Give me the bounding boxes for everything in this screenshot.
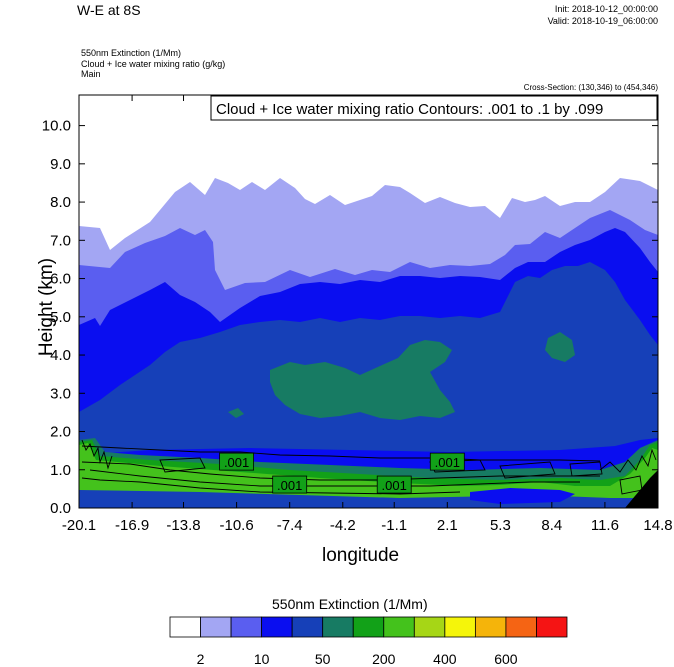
contour-label-text: .001	[224, 455, 249, 470]
colorbar-title: 550nm Extinction (1/Mm)	[272, 596, 428, 612]
x-tick-label: -16.9	[115, 517, 149, 534]
contour-label-box	[376, 475, 412, 494]
colorbar-swatch	[291, 616, 324, 638]
contour-line-east	[599, 448, 657, 473]
x-tick-label: -10.6	[220, 517, 254, 534]
contour-legend-text: Cloud + Ice water mixing ratio Contours:…	[216, 101, 603, 118]
plot-title: W-E at 8S	[77, 2, 141, 18]
x-tick-label: -20.1	[62, 517, 96, 534]
contour-label-layer: .001 .001 .001 .001	[219, 452, 465, 494]
surface-bright-blue	[470, 488, 575, 504]
y-tick-label: 10.0	[42, 118, 71, 135]
y-tick-label: 0.0	[50, 500, 71, 517]
extinction-field: .001 .001 .001 .001	[79, 95, 658, 508]
y-tick-label: 3.0	[50, 385, 71, 402]
valid-time: Valid: 2018-10-19_06:00:00	[547, 16, 658, 26]
contour-label: .001	[429, 452, 465, 471]
y-tick-label: 5.0	[50, 309, 71, 326]
contour-legend-box	[210, 95, 658, 121]
colorbar-swatch	[505, 616, 537, 638]
y-axis: 0.0 1.0 2.0 3.0 4.0 5.0 6.0 7.0 8.0 9.0 10.0	[42, 118, 658, 517]
y-tick-label: 9.0	[50, 156, 71, 173]
colorbar-tick-label: 200	[372, 651, 396, 667]
colorbar-swatch	[230, 616, 263, 638]
contour-label: .001	[272, 475, 308, 494]
cross-section-label: Cross-Section: (130,346) to (454,346)	[523, 83, 658, 92]
colorbar-tick-label: 400	[433, 651, 457, 667]
contour-label-box	[272, 475, 308, 494]
contour-label-box	[429, 452, 465, 471]
contour-cell-4	[569, 461, 603, 477]
field-line-3: Main	[81, 69, 101, 79]
y-tick-label: 8.0	[50, 194, 71, 211]
contour-line-lower	[89, 469, 580, 487]
y-tick-label: 6.0	[50, 271, 71, 288]
y-tick-label: 2.0	[50, 424, 71, 441]
colorbar-swatch	[261, 616, 293, 638]
contour-line-upper	[81, 445, 601, 462]
y-tick-label: 1.0	[50, 462, 71, 479]
contour-label-text: .001	[435, 455, 460, 470]
field-line-2: Cloud + Ice water mixing ratio (g/kg)	[81, 58, 226, 69]
colorbar-tick-label: 600	[494, 651, 518, 667]
plot-frame	[78, 94, 659, 509]
x-tick-label: 2.1	[437, 517, 458, 534]
x-axis-label: longitude	[322, 545, 400, 566]
colorbar: 2 10 50 200 400 600	[169, 616, 568, 667]
time-info: Init: 2018-10-12_00:00:00 Valid: 2018-10…	[548, 3, 658, 27]
colorbar-tick-label: 2	[197, 651, 205, 667]
field-line-1: 550nm Extinction (1/Mm)	[81, 48, 182, 58]
x-tick-label: 14.8	[643, 517, 672, 534]
colorbar-swatch	[352, 616, 385, 638]
init-time: Init: 2018-10-12_00:00:00	[554, 4, 658, 14]
colorbar-swatch	[413, 616, 446, 638]
y-tick-label: 4.0	[50, 347, 71, 364]
x-tick-label: -1.1	[381, 517, 407, 534]
contour-cell-1	[159, 457, 206, 473]
contour-label-text: .001	[382, 478, 407, 493]
contour-line-middle	[81, 461, 600, 481]
teal-patch-2	[545, 332, 575, 362]
contour-line-base	[81, 477, 461, 495]
contour-line-west	[81, 439, 113, 470]
contour-cell-3	[499, 461, 556, 479]
contour-label: .001	[376, 475, 412, 494]
colorbar-tick-label: 10	[254, 651, 270, 667]
teal-patch-1	[270, 340, 455, 420]
x-tick-label: 5.3	[490, 517, 511, 534]
x-tick-label: -4.2	[330, 517, 356, 534]
colorbar-swatch	[383, 616, 415, 638]
contour-cell-5	[619, 475, 643, 495]
colorbar-tick-label: 50	[315, 651, 331, 667]
colorbar-swatch	[200, 616, 232, 638]
colorbar-swatch	[444, 616, 476, 638]
colorbar-swatch	[169, 616, 201, 638]
colorbar-swatch	[536, 616, 568, 638]
mixing-ratio-contours	[81, 439, 657, 495]
teal-patch-3	[228, 408, 244, 418]
contour-label-text: .001	[277, 478, 302, 493]
colorbar-swatch	[474, 616, 507, 638]
x-tick-label: 11.6	[591, 517, 619, 534]
y-axis-label: Height (km)	[36, 257, 58, 357]
colorbar-swatch	[322, 616, 354, 638]
contour-label: .001	[219, 452, 255, 471]
x-tick-label: -7.4	[277, 517, 303, 534]
field-description: 550nm Extinction (1/Mm) Cloud + Ice wate…	[81, 48, 225, 80]
y-tick-label: 7.0	[50, 232, 71, 249]
x-tick-label: -13.8	[166, 517, 200, 534]
contour-label-box	[219, 452, 255, 471]
x-tick-label: 8.4	[541, 517, 562, 534]
